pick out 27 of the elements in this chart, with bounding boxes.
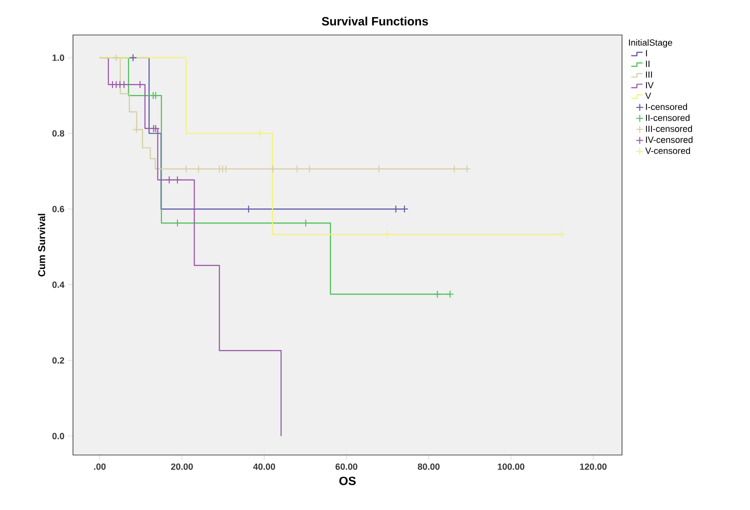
y-tick-label: 0.2 — [52, 357, 64, 364]
y-tick-label: 0.0 — [52, 432, 64, 440]
x-tick-label: 20.00 — [171, 463, 193, 470]
x-tick-label: 60.00 — [336, 463, 358, 470]
legend-label: III-censored — [646, 125, 692, 132]
legend-label: II-censored — [646, 114, 690, 121]
x-tick-label: 80.00 — [418, 463, 440, 470]
x-tick-label: .00 — [94, 463, 106, 470]
y-tick-label: 0.8 — [52, 130, 64, 137]
x-tick-label: 40.00 — [253, 463, 276, 470]
y-tick-label: 0.4 — [52, 282, 64, 288]
legend-title: InitialStage — [629, 39, 672, 48]
legend-label: I-censored — [646, 103, 687, 110]
legend-label: IV — [646, 82, 654, 88]
x-tick-label: 120.00 — [580, 463, 607, 470]
legend-label: V — [645, 92, 652, 99]
legend-label: III — [646, 71, 652, 78]
legend-label: V-censored — [645, 147, 690, 154]
legend-label: I — [646, 50, 647, 56]
legend-label: IV-censored — [646, 136, 692, 143]
chart-title: Survival Functions — [322, 16, 428, 26]
x-axis-title: OS — [339, 476, 356, 486]
y-tick-label: 0.6 — [52, 206, 64, 212]
y-tick-label: 1.0 — [52, 54, 64, 61]
legend-label: II — [646, 60, 650, 67]
x-tick-label: 100.00 — [498, 463, 524, 470]
y-axis-title: Cum Survival — [38, 214, 46, 276]
